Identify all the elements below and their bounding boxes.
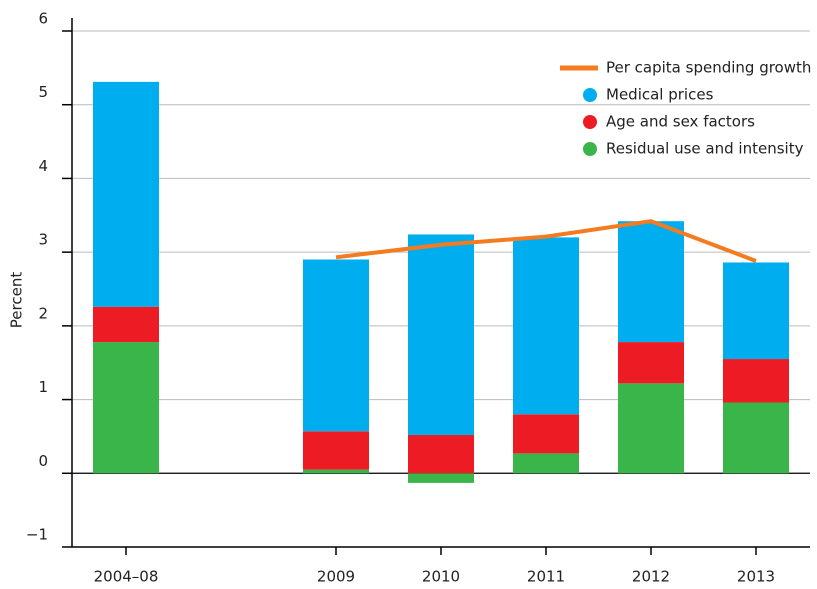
bar-segment [618, 221, 684, 343]
bar-segment [93, 81, 159, 307]
y-tick-label: 6 [38, 10, 48, 28]
x-tick-label: 2004–08 [94, 568, 159, 586]
bar-segment [93, 306, 159, 343]
line [335, 219, 757, 263]
bar-segment [723, 262, 789, 360]
bar-segment [618, 383, 684, 474]
x-tick-label: 2010 [422, 568, 460, 586]
y-axis-label: Percent [8, 272, 26, 329]
bar-segment [513, 453, 579, 474]
legend-swatch [583, 115, 597, 129]
x-tick-label: 2013 [737, 568, 775, 586]
legend-label: Medical prices [606, 86, 714, 104]
bar-segment [723, 402, 789, 474]
legend-label: Per capita spending growth [606, 59, 811, 77]
bar-segment [723, 359, 789, 403]
bar-segment [303, 431, 369, 470]
bar-segment [513, 237, 579, 415]
bar-segment [303, 469, 369, 474]
bar-segment [408, 434, 474, 474]
x-tick-label: 2011 [527, 568, 565, 586]
y-tick-label: 5 [38, 83, 48, 101]
y-tick-label: 4 [38, 157, 48, 175]
y-tick-label: 2 [38, 304, 48, 322]
y-tick-label: 1 [38, 378, 48, 396]
bar-segment [513, 414, 579, 454]
legend-swatch [583, 88, 597, 102]
y-tick-label: 3 [38, 231, 48, 249]
legend-label: Residual use and intensity [606, 140, 804, 158]
bar-segment [303, 259, 369, 432]
bar-segment [408, 473, 474, 483]
x-tick-label: 2009 [317, 568, 355, 586]
bar-segment [618, 342, 684, 384]
y-tick-label: 0 [38, 452, 48, 470]
bar-segment [408, 234, 474, 435]
legend-swatch [583, 142, 597, 156]
legend-label: Age and sex factors [606, 113, 755, 131]
x-tick-label: 2012 [632, 568, 670, 586]
bar-segment [93, 342, 159, 474]
y-tick-label: −1 [26, 526, 48, 544]
